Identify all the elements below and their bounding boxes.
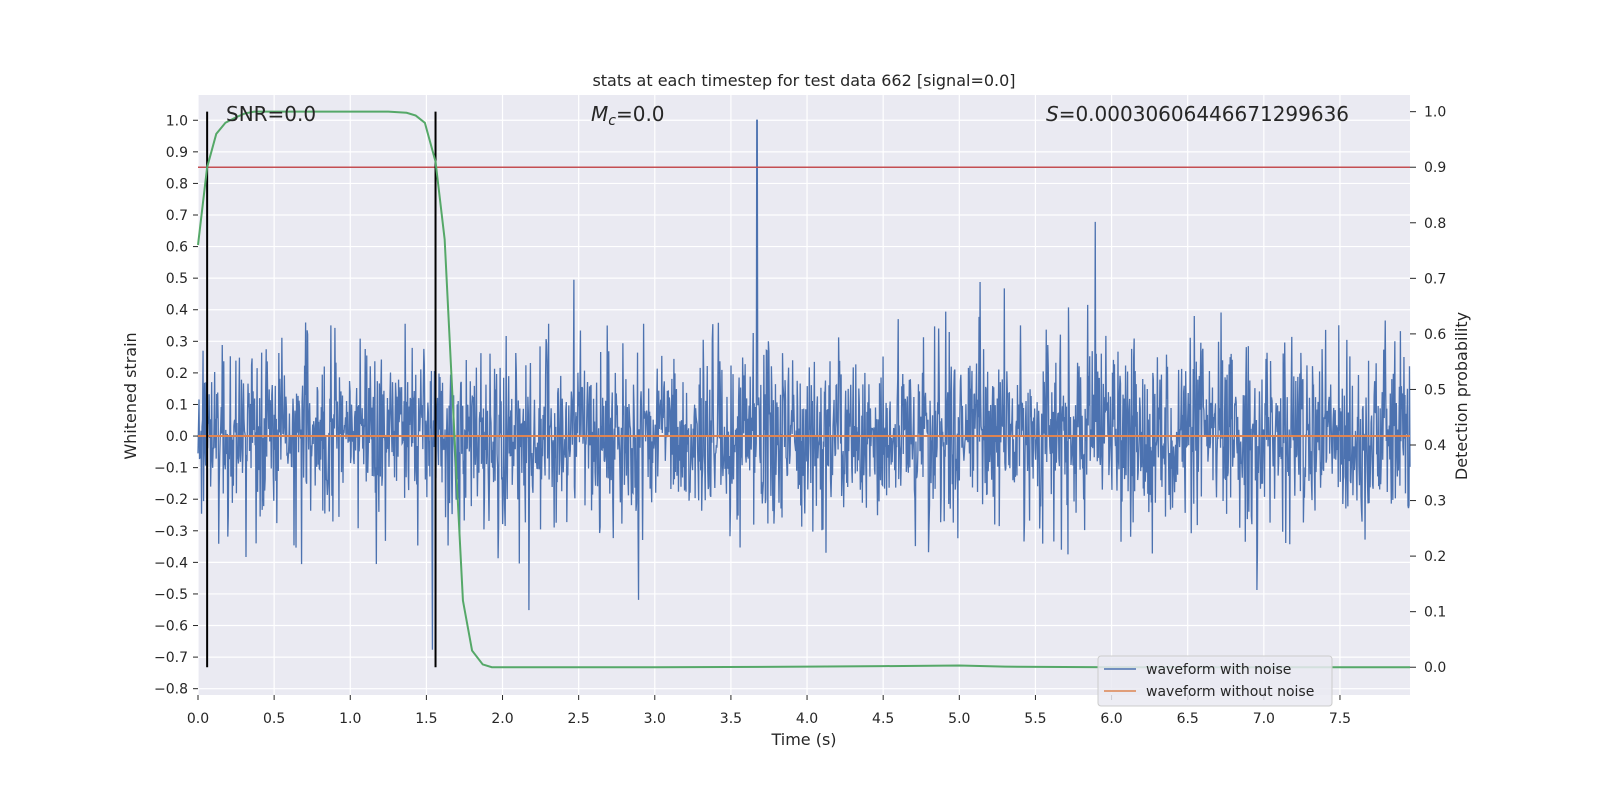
mc-symbol: M [591,102,608,126]
x-tick-label-6: 3.0 [644,711,666,727]
tick-layer: 0.0 0.5 1.0 1.5 2.0 2.5 3.0 3.5 4.0 4.5 5.0 5.5 6.0 6… [154,105,1446,727]
y-left-tick-label-15: −0.5 [154,587,188,603]
x-tick-label-12: 6.0 [1100,711,1122,727]
y-left-tick-label-5: 0.5 [166,271,188,287]
s-symbol: S [1046,102,1059,126]
y-axis-label-left: Whitened strain [121,332,140,459]
y-left-tick-label-12: −0.2 [154,492,188,508]
x-tick-label-11: 5.5 [1024,711,1046,727]
legend-box [1097,655,1333,707]
y-left-tick-label-8: 0.2 [166,366,188,382]
y-right-tick-label-3: 0.7 [1424,271,1446,287]
chart-title: stats at each timestep for test data 662… [592,71,1015,90]
y-left-tick-label-4: 0.6 [166,240,188,256]
y-left-tick-label-1: 0.9 [166,145,188,161]
y-right-tick-label-0: 1.0 [1424,105,1446,121]
mc-annotation: Mc=0.0 [591,102,665,129]
x-tick-label-1: 0.5 [263,711,285,727]
y-left-tick-label-3: 0.7 [166,208,188,224]
y-right-tick-label-9: 0.1 [1424,605,1446,621]
line-layer [197,110,1410,669]
x-tick-label-0: 0.0 [187,711,209,727]
y-right-tick-label-2: 0.8 [1424,216,1446,232]
x-tick-label-5: 2.5 [568,711,590,727]
x-tick-label-15: 7.5 [1329,711,1351,727]
x-tick-label-10: 5.0 [948,711,970,727]
x-tick-label-4: 2.0 [491,711,513,727]
y-left-tick-label-13: −0.3 [154,524,188,540]
y-left-tick-label-0: 1.0 [166,113,188,129]
y-right-tick-label-4: 0.6 [1424,327,1446,343]
y-left-tick-label-10: 0.0 [166,429,188,445]
x-tick-label-7: 3.5 [720,711,742,727]
y-left-tick-label-14: −0.4 [154,555,188,571]
y-right-tick-label-1: 0.9 [1424,160,1446,176]
y-left-tick-label-18: −0.8 [154,682,188,698]
series-detection-probability [197,110,1410,669]
s-annotation: S=0.0003060644667129963​6 [1046,102,1349,126]
x-tick-label-9: 4.5 [872,711,894,727]
legend-label-noise: waveform with noise [1146,662,1291,678]
y-left-tick-label-2: 0.8 [166,176,188,192]
x-tick-label-8: 4.0 [796,711,818,727]
y-right-tick-label-8: 0.2 [1424,549,1446,565]
y-right-tick-label-5: 0.5 [1424,382,1446,398]
y-left-tick-label-7: 0.3 [166,334,188,350]
snr-annotation: SNR=0.0 [226,102,316,126]
legend: waveform with noise waveform without noi… [1097,655,1333,707]
y-left-tick-label-17: −0.7 [154,650,188,666]
noise-series [197,119,1411,650]
s-value: =0.0003060644667129963​6 [1059,102,1349,126]
y-right-tick-label-6: 0.4 [1424,438,1446,454]
series-waveform-with-noise [197,119,1411,650]
y-right-tick-label-7: 0.3 [1424,494,1446,510]
y-left-tick-label-16: −0.6 [154,619,188,635]
y-right-tick-label-10: 0.0 [1424,660,1446,676]
x-axis-label: Time (s) [770,730,836,749]
legend-label-clean: waveform without noise [1146,684,1314,700]
y-left-tick-label-6: 0.4 [166,303,188,319]
x-tick-label-2: 1.0 [339,711,361,727]
y-left-tick-label-11: −0.1 [154,461,188,477]
x-tick-label-3: 1.5 [415,711,437,727]
y-axis-label-right: Detection probability [1452,312,1471,480]
mc-value: =0.0 [616,102,665,126]
x-tick-label-13: 6.5 [1177,711,1199,727]
mc-subscript: c [608,113,616,129]
x-tick-label-14: 7.0 [1253,711,1275,727]
y-left-tick-label-9: 0.1 [166,397,188,413]
